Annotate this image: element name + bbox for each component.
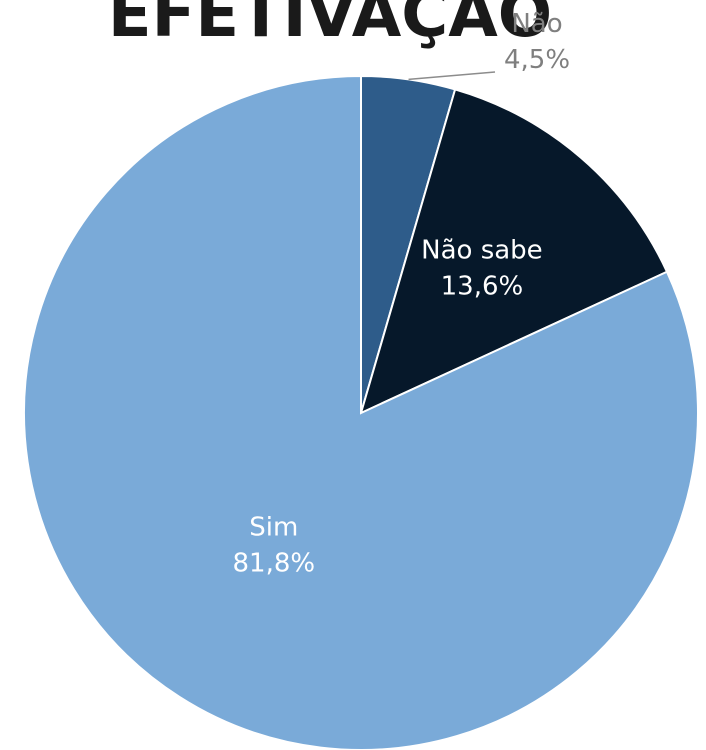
pie-slice-n-o-sabe	[359, 88, 669, 415]
slice-value-n-o: 4,5%	[504, 45, 570, 75]
slice-label-sim: Sim	[249, 512, 298, 542]
slice-label-n-o: Não	[511, 9, 562, 39]
chart-title: EFETIVAÇÃO	[108, 0, 552, 52]
pie-slices	[23, 74, 699, 750]
leader-line-nao	[408, 71, 496, 81]
slice-value-sim: 81,8%	[233, 548, 316, 578]
pie-slice-sim	[23, 74, 699, 750]
slice-label-n-o-sabe: Não sabe	[421, 236, 543, 266]
slice-labels: Não 4,5% Não sabe 13,6% Sim 81,8%	[233, 9, 571, 578]
slice-value-n-o-sabe: 13,6%	[441, 272, 524, 302]
